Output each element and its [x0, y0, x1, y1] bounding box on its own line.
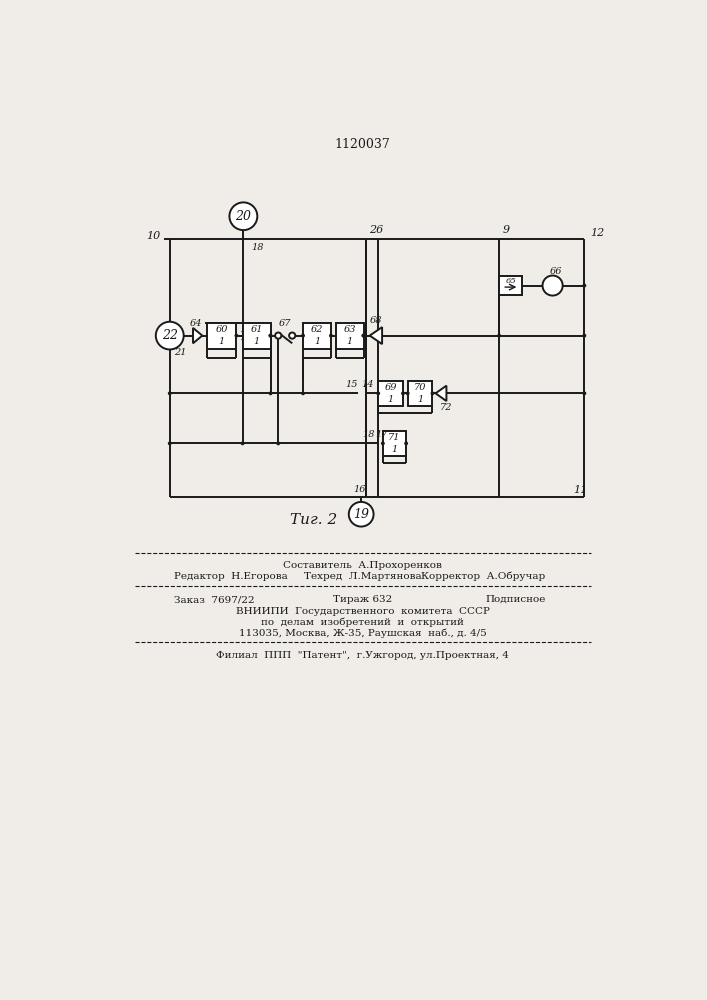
Circle shape [240, 441, 245, 445]
Circle shape [361, 334, 366, 338]
Circle shape [329, 334, 333, 338]
Circle shape [275, 333, 281, 339]
Circle shape [168, 391, 172, 395]
Text: 1: 1 [387, 395, 394, 404]
Text: ВНИИПИ  Государственного  комитета  СССР: ВНИИПИ Государственного комитета СССР [236, 607, 490, 616]
Text: 71: 71 [388, 433, 401, 442]
Circle shape [349, 502, 373, 527]
Circle shape [431, 391, 434, 395]
Text: 19: 19 [354, 508, 369, 521]
Text: Техред  Л.Мартянова: Техред Л.Мартянова [304, 572, 421, 581]
Text: 67: 67 [279, 319, 291, 328]
Bar [408, 381, 433, 406]
Text: 14: 14 [361, 380, 373, 389]
Text: 65: 65 [506, 277, 516, 285]
Text: 72: 72 [440, 403, 452, 412]
Circle shape [404, 441, 408, 445]
Circle shape [269, 334, 272, 338]
Bar [378, 381, 403, 406]
Circle shape [376, 391, 380, 395]
Bar [336, 323, 363, 349]
Bar [383, 431, 406, 456]
Text: 60: 60 [216, 325, 228, 334]
Circle shape [156, 322, 184, 349]
Polygon shape [436, 386, 446, 401]
Text: 21: 21 [175, 348, 187, 357]
Text: Филиал  ППП  "Патент",  г.Ужгород, ул.Проектная, 4: Филиал ППП "Патент", г.Ужгород, ул.Проек… [216, 651, 509, 660]
Text: Редактор  Н.Егорова: Редактор Н.Егорова [174, 572, 287, 581]
Text: 69: 69 [385, 383, 397, 392]
Text: Тираж 632: Тираж 632 [333, 595, 392, 604]
Text: Τиг. 2: Τиг. 2 [289, 513, 337, 527]
Text: 18: 18 [363, 430, 375, 439]
Circle shape [583, 391, 586, 395]
Text: 68: 68 [370, 316, 382, 325]
Text: Заказ  7697/22: Заказ 7697/22 [174, 595, 255, 604]
Circle shape [583, 284, 586, 287]
Bar [243, 323, 271, 349]
Circle shape [168, 441, 172, 445]
Text: 1: 1 [392, 445, 397, 454]
Text: 17: 17 [375, 430, 387, 439]
Text: 15: 15 [346, 380, 358, 389]
Text: по  делам  изобретений  и  открытий: по делам изобретений и открытий [262, 617, 464, 627]
Text: 66: 66 [549, 267, 562, 276]
Circle shape [381, 441, 385, 445]
Circle shape [406, 391, 409, 395]
Circle shape [230, 202, 257, 230]
Text: 9: 9 [502, 225, 509, 235]
Circle shape [301, 334, 305, 338]
Circle shape [542, 276, 563, 296]
Circle shape [361, 334, 366, 338]
Circle shape [497, 334, 501, 338]
Circle shape [301, 391, 305, 395]
Text: 62: 62 [311, 325, 323, 334]
Text: 1: 1 [346, 337, 353, 346]
Circle shape [269, 391, 272, 395]
Text: 1: 1 [253, 337, 259, 346]
Polygon shape [370, 327, 382, 344]
Circle shape [269, 334, 272, 338]
Text: 1: 1 [218, 337, 225, 346]
Text: 1120037: 1120037 [335, 138, 390, 151]
Text: 63: 63 [344, 325, 356, 334]
Text: Корректор  А.Обручар: Корректор А.Обручар [421, 572, 546, 581]
Text: 61: 61 [250, 325, 263, 334]
Bar [499, 276, 522, 295]
Text: 26: 26 [369, 225, 383, 235]
Text: Составитель  А.Прохоренков: Составитель А.Прохоренков [284, 561, 442, 570]
Circle shape [401, 391, 405, 395]
Bar [207, 323, 236, 349]
Text: Подписное: Подписное [485, 595, 546, 604]
Text: 64: 64 [190, 319, 202, 328]
Text: 20: 20 [235, 210, 252, 223]
Text: 22: 22 [162, 329, 177, 342]
Text: 70: 70 [414, 383, 426, 392]
Text: 10: 10 [146, 231, 160, 241]
Polygon shape [193, 328, 202, 343]
Text: 16: 16 [354, 485, 366, 494]
Text: 18: 18 [251, 243, 264, 252]
Circle shape [276, 441, 280, 445]
Text: 12: 12 [590, 228, 604, 238]
Circle shape [583, 334, 586, 338]
Text: 1: 1 [417, 395, 423, 404]
Bar [303, 323, 331, 349]
Circle shape [289, 333, 296, 339]
Circle shape [235, 334, 238, 338]
Text: 1: 1 [314, 337, 320, 346]
Text: 11: 11 [573, 485, 587, 495]
Text: 113035, Москва, Ж-35, Раушская  наб., д. 4/5: 113035, Москва, Ж-35, Раушская наб., д. … [239, 628, 486, 638]
